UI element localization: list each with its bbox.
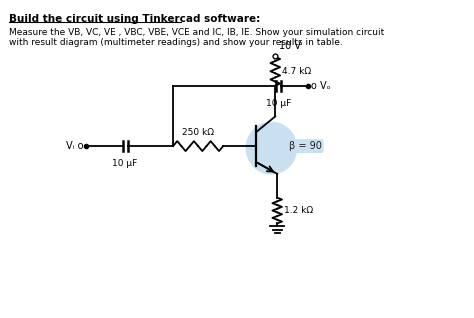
Circle shape — [246, 122, 297, 174]
Text: o Vₒ: o Vₒ — [311, 81, 331, 91]
Text: Measure the VB, VC, VE , VBC, VBE, VCE and IC, IB, IE. Show your simulation circ: Measure the VB, VC, VE , VBC, VBE, VCE a… — [9, 28, 384, 37]
Text: Vᵢ o: Vᵢ o — [66, 141, 83, 151]
Text: 10 μF: 10 μF — [265, 99, 291, 107]
Text: 1.2 kΩ: 1.2 kΩ — [284, 206, 313, 215]
Text: 10 μF: 10 μF — [112, 159, 137, 168]
Text: β = 90: β = 90 — [289, 141, 322, 151]
Text: 4.7 kΩ: 4.7 kΩ — [282, 67, 311, 76]
Text: 250 kΩ: 250 kΩ — [182, 128, 214, 137]
Text: 10 V: 10 V — [279, 41, 301, 51]
Text: Build the circuit using Tinkercad software:: Build the circuit using Tinkercad softwa… — [9, 14, 260, 24]
Text: with result diagram (multimeter readings) and show your results in table.: with result diagram (multimeter readings… — [9, 38, 343, 47]
